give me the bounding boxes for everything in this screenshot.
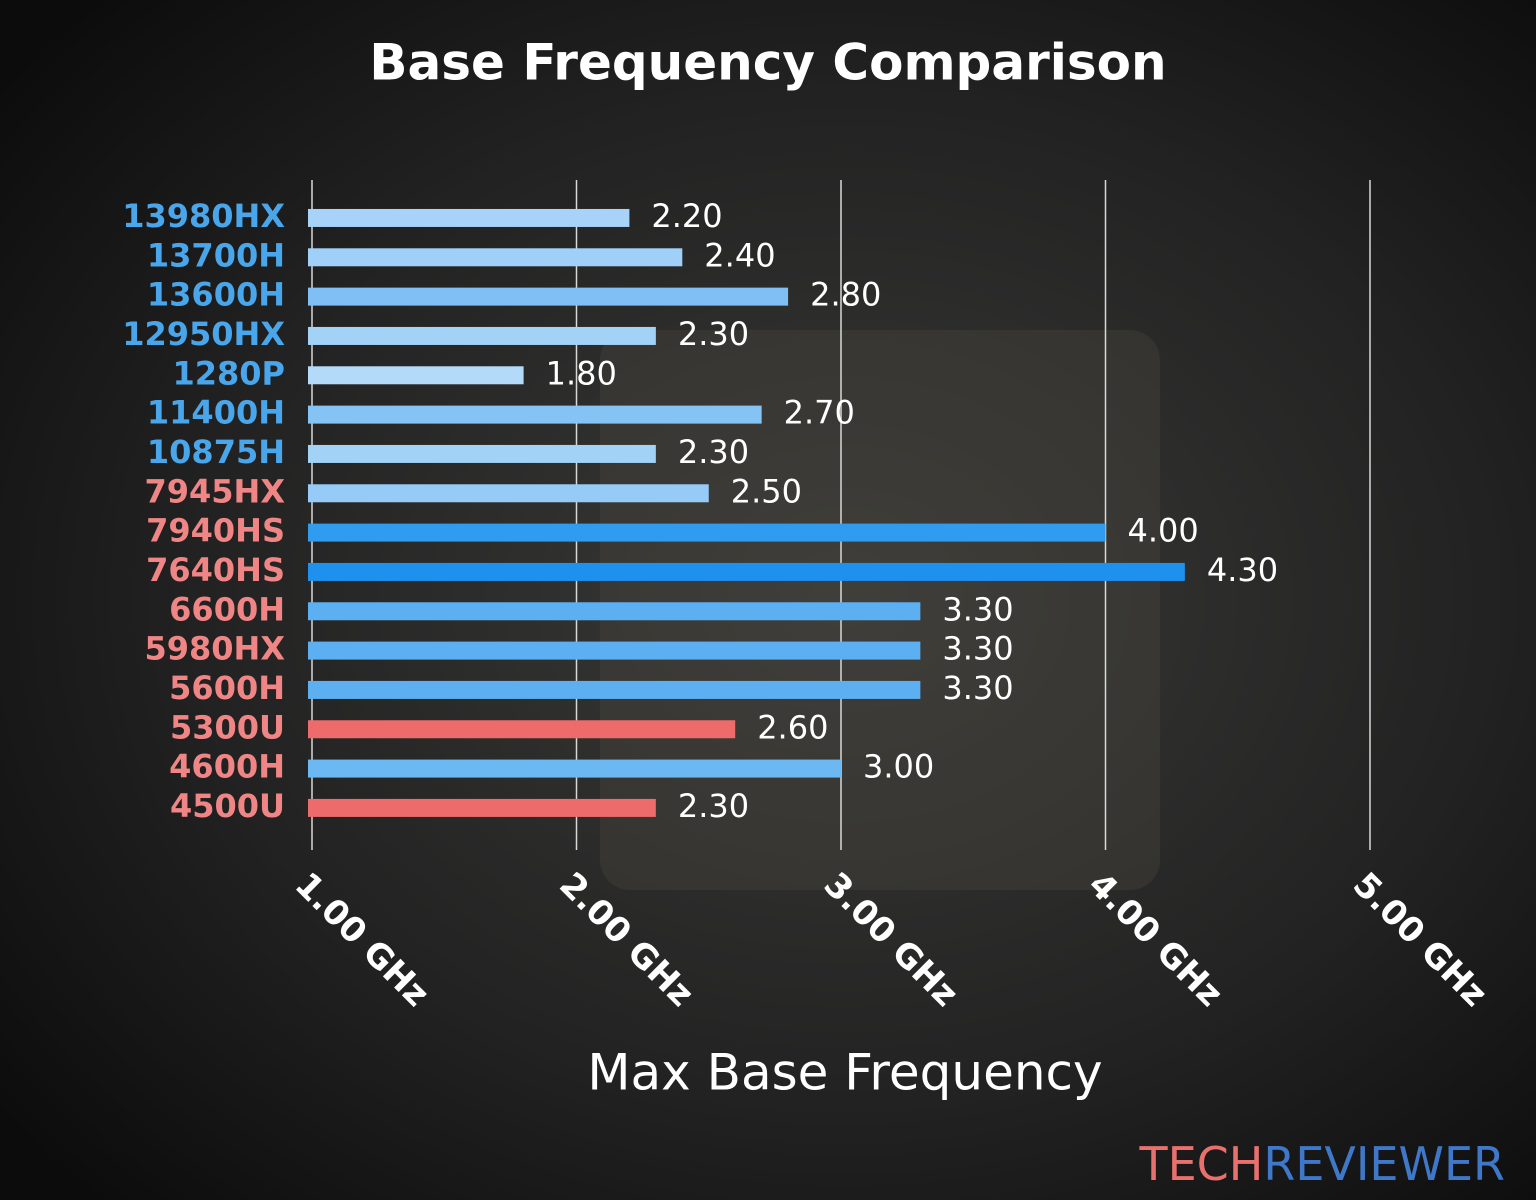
- value-label: 3.30: [942, 590, 1013, 628]
- value-label: 2.30: [678, 315, 749, 353]
- y-tick-label: 7640HS: [146, 551, 285, 589]
- y-tick-label: 10875H: [147, 433, 285, 471]
- bar: [308, 405, 762, 424]
- watermark-part: REVIEWER: [1263, 1137, 1505, 1191]
- bar: [308, 680, 921, 699]
- y-tick-label: 12950HX: [122, 315, 285, 353]
- value-label: 3.00: [863, 748, 934, 786]
- bar: [308, 798, 656, 817]
- value-label: 2.30: [678, 433, 749, 471]
- bar: [308, 326, 656, 345]
- y-tick-label: 7945HX: [144, 472, 285, 510]
- bar: [308, 759, 841, 778]
- chart-title: Base Frequency Comparison: [369, 34, 1166, 92]
- y-tick-label: 5980HX: [144, 630, 285, 668]
- y-tick-label: 5600H: [169, 669, 285, 707]
- bar: [308, 287, 789, 306]
- value-label: 2.50: [731, 472, 802, 510]
- value-label: 3.30: [942, 669, 1013, 707]
- y-tick-label: 4500U: [170, 787, 285, 825]
- y-tick-label: 13700H: [147, 236, 285, 274]
- bar: [308, 444, 656, 463]
- y-tick-label: 11400H: [147, 394, 285, 432]
- y-tick-label: 1280P: [172, 354, 285, 392]
- value-label: 2.20: [651, 197, 722, 235]
- bar: [308, 602, 921, 621]
- y-tick-label: 5300U: [170, 708, 285, 746]
- y-tick-label: 6600H: [169, 590, 285, 628]
- bar: [308, 720, 736, 739]
- value-label: 2.80: [810, 276, 881, 314]
- value-label: 2.40: [704, 236, 775, 274]
- watermark-part: TECH: [1138, 1137, 1263, 1191]
- value-label: 3.30: [942, 630, 1013, 668]
- y-tick-label: 4600H: [169, 748, 285, 786]
- y-tick-label: 7940HS: [146, 512, 285, 550]
- watermark: TECHREVIEWER: [1138, 1137, 1505, 1191]
- value-label: 1.80: [546, 354, 617, 392]
- value-label: 2.30: [678, 787, 749, 825]
- bar: [308, 562, 1185, 581]
- bar: [308, 208, 630, 227]
- y-tick-label: 13600H: [147, 276, 285, 314]
- value-label: 4.30: [1207, 551, 1278, 589]
- x-axis-title: Max Base Frequency: [587, 1044, 1102, 1102]
- bar: [308, 366, 524, 385]
- value-label: 4.00: [1128, 512, 1199, 550]
- bar: [308, 523, 1106, 542]
- value-label: 2.70: [784, 394, 855, 432]
- bar: [308, 641, 921, 660]
- bar: [308, 484, 709, 503]
- bar: [308, 248, 683, 267]
- y-tick-label: 13980HX: [122, 197, 285, 235]
- value-label: 2.60: [757, 708, 828, 746]
